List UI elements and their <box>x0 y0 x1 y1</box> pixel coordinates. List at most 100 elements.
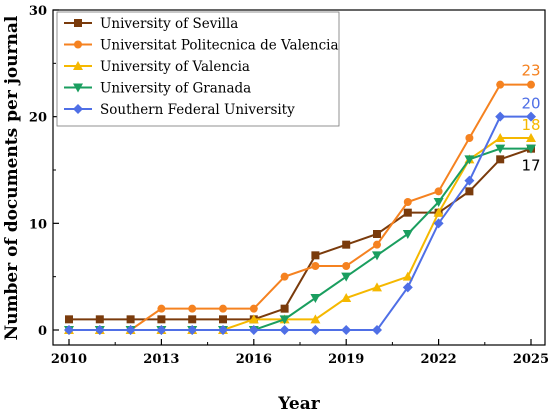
end-value-label: 20 <box>521 95 540 113</box>
data-point <box>465 187 474 196</box>
end-labels: 17 23 18 20 <box>521 62 540 175</box>
data-point <box>249 304 258 313</box>
legend-marker <box>73 61 83 70</box>
data-point <box>402 230 413 239</box>
data-point <box>280 272 289 281</box>
legend-label: University of Sevilla <box>100 16 238 32</box>
data-point <box>311 251 320 260</box>
data-point <box>310 314 321 324</box>
data-point <box>464 175 475 186</box>
data-point <box>402 282 413 293</box>
data-point <box>187 325 198 335</box>
y-tick-label: 0 <box>38 324 47 339</box>
data-point <box>495 144 506 154</box>
data-point <box>280 304 289 313</box>
data-point <box>94 325 105 335</box>
data-point <box>342 262 351 270</box>
y-tick-label: 30 <box>29 4 47 19</box>
data-point <box>341 272 352 282</box>
plot-area <box>52 9 546 346</box>
legend-item: University of Granada <box>64 81 251 97</box>
data-point <box>372 282 382 292</box>
legend-label: University of Valencia <box>100 59 250 75</box>
legend-item: University of Valencia <box>64 59 250 75</box>
legend-marker <box>74 40 82 49</box>
data-point <box>311 262 320 270</box>
data-point <box>464 155 475 165</box>
data-point <box>496 80 505 89</box>
series-line <box>69 147 531 331</box>
data-point <box>496 155 505 164</box>
end-value-label: 23 <box>521 62 540 80</box>
data-point <box>433 207 444 217</box>
data-point <box>248 325 259 335</box>
data-point <box>434 187 443 196</box>
data-point <box>403 198 412 206</box>
x-axis-title: Year <box>277 394 320 414</box>
y-tick-label: 20 <box>29 111 47 126</box>
legend: University of Sevilla Universitat Politec… <box>56 11 340 127</box>
legend-marker <box>73 83 83 93</box>
data-point <box>218 325 228 335</box>
end-value-label: 17 <box>521 157 540 175</box>
series-layer <box>64 80 536 335</box>
legend-item: Southern Federal University <box>64 102 295 118</box>
data-point <box>156 325 167 335</box>
data-point <box>219 304 227 313</box>
data-point <box>465 134 474 142</box>
data-point <box>188 304 197 313</box>
legend-marker <box>73 104 83 114</box>
data-point <box>403 208 412 217</box>
x-tick-label: 2013 <box>143 352 179 367</box>
legend-label: Universitat Politecnica de Valencia <box>100 38 339 54</box>
data-point <box>373 230 381 238</box>
plot-frame <box>52 9 546 346</box>
y-axis-title: Number of documents per journal <box>2 15 22 340</box>
data-point <box>279 315 290 325</box>
series-line <box>69 83 531 331</box>
series-3 <box>64 133 536 334</box>
data-point <box>495 111 506 122</box>
data-point <box>65 315 73 324</box>
series-5 <box>64 111 536 335</box>
series-1 <box>65 144 535 324</box>
data-point <box>372 325 382 335</box>
legend-item: University of Sevilla <box>64 16 238 32</box>
data-point <box>372 251 382 261</box>
data-point <box>342 240 351 249</box>
end-value-label: 18 <box>521 116 540 134</box>
data-point <box>373 240 381 249</box>
legend-item: Universitat Politecnica de Valencia <box>64 38 339 54</box>
legend-box <box>56 11 340 127</box>
data-point <box>219 315 227 324</box>
data-point <box>527 80 535 89</box>
data-point <box>526 144 536 154</box>
data-point <box>126 315 135 324</box>
x-tick-label: 2010 <box>51 352 87 367</box>
data-point <box>188 315 197 324</box>
data-point <box>310 325 321 335</box>
data-point <box>402 271 413 281</box>
series-line <box>69 115 531 331</box>
data-point <box>310 294 321 303</box>
data-point <box>341 293 352 302</box>
data-point <box>341 325 352 335</box>
data-point <box>495 133 506 142</box>
x-tick-label: 2025 <box>513 352 549 367</box>
legend-label: Southern Federal University <box>100 102 295 118</box>
axis-ticks: 2010 2013 2016 2019 2022 2025 0 10 20 30 <box>29 4 549 367</box>
data-point <box>433 218 444 229</box>
x-tick-label: 2016 <box>236 352 272 367</box>
series-4 <box>64 144 536 335</box>
data-point <box>95 315 104 324</box>
y-tick-label: 10 <box>29 217 47 232</box>
data-point <box>433 198 444 207</box>
x-tick-label: 2022 <box>421 352 457 367</box>
data-point <box>248 314 259 324</box>
x-tick-label: 2019 <box>328 352 364 367</box>
series-line <box>69 137 531 331</box>
data-point <box>125 325 136 335</box>
data-point <box>64 325 74 335</box>
legend-label: University of Granada <box>100 81 251 97</box>
data-point <box>157 315 166 324</box>
